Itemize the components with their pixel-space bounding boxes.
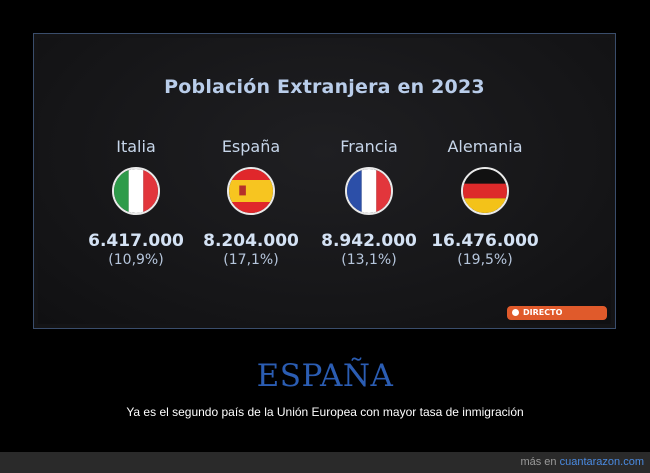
spain-flag-icon	[227, 167, 275, 215]
country-value: 6.417.000	[88, 231, 184, 251]
country-value: 8.204.000	[203, 231, 299, 251]
country-percent: (10,9%)	[108, 252, 164, 268]
footer-bar: más en cuantarazon.com	[0, 452, 650, 473]
live-badge-label: DIRECTO	[523, 308, 563, 317]
live-dot-icon	[512, 309, 519, 316]
country-alemania: Alemania 16.476.000 (19,5%)	[420, 136, 550, 269]
country-value: 16.476.000	[431, 231, 539, 251]
country-italia: Italia 6.417.000 (10,9%)	[71, 136, 201, 269]
country-name: Alemania	[447, 137, 523, 156]
credit-prefix: más en	[520, 456, 557, 468]
tv-screenshot-frame: Población Extranjera en 2023 Italia 6.41…	[33, 33, 616, 329]
post-caption: Ya es el segundo país de la Unión Europe…	[126, 405, 524, 419]
country-name: Francia	[340, 137, 398, 156]
tv-screen: Población Extranjera en 2023 Italia 6.41…	[38, 38, 611, 324]
site-link[interactable]: cuantarazon.com	[559, 456, 644, 468]
slide-title: Población Extranjera en 2023	[164, 76, 485, 98]
country-name: España	[221, 137, 281, 156]
germany-flag-icon	[461, 167, 509, 215]
country-percent: (19,5%)	[457, 252, 513, 268]
country-name: Italia	[116, 137, 156, 156]
country-value: 8.942.000	[321, 231, 417, 251]
site-credit: más en cuantarazon.com	[520, 456, 644, 468]
country-espana: España 8.204.000 (17,1%)	[186, 136, 316, 269]
country-percent: (13,1%)	[341, 252, 397, 268]
live-badge: DIRECTO	[507, 306, 607, 320]
country-francia: Francia 8.942.000 (13,1%)	[304, 136, 434, 269]
country-percent: (17,1%)	[223, 252, 279, 268]
france-flag-icon	[345, 167, 393, 215]
post-heading: ESPAÑA	[256, 358, 394, 394]
italy-flag-icon	[112, 167, 160, 215]
